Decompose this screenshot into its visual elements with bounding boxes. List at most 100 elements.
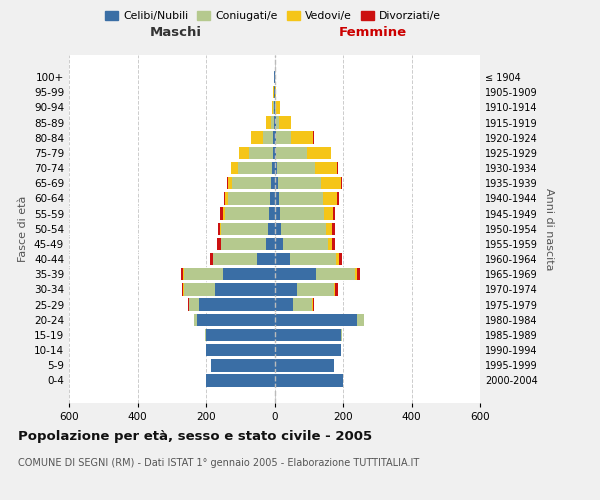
Bar bbox=[336, 253, 339, 266]
Bar bbox=[290, 253, 336, 266]
Text: Femmine: Femmine bbox=[339, 26, 407, 40]
Bar bbox=[273, 146, 275, 159]
Bar bbox=[217, 238, 221, 250]
Bar bbox=[275, 177, 278, 190]
Y-axis label: Anni di nascita: Anni di nascita bbox=[544, 188, 554, 270]
Bar bbox=[323, 192, 337, 204]
Text: COMUNE DI SEGNI (RM) - Dati ISTAT 1° gennaio 2005 - Elaborazione TUTTITALIA.IT: COMUNE DI SEGNI (RM) - Dati ISTAT 1° gen… bbox=[18, 458, 419, 468]
Bar bbox=[269, 208, 275, 220]
Bar bbox=[316, 268, 355, 280]
Bar bbox=[332, 222, 335, 235]
Bar bbox=[275, 374, 343, 386]
Bar bbox=[266, 238, 275, 250]
Bar bbox=[272, 101, 274, 114]
Bar bbox=[291, 132, 313, 144]
Bar bbox=[275, 132, 291, 144]
Y-axis label: Fasce di età: Fasce di età bbox=[19, 196, 28, 262]
Bar bbox=[263, 132, 274, 144]
Bar bbox=[275, 283, 297, 296]
Bar bbox=[337, 162, 338, 174]
Bar bbox=[341, 177, 343, 190]
Bar bbox=[199, 298, 275, 311]
Bar bbox=[335, 283, 338, 296]
Bar bbox=[278, 192, 323, 204]
Bar bbox=[332, 238, 335, 250]
Bar bbox=[275, 314, 356, 326]
Bar bbox=[275, 268, 316, 280]
Bar bbox=[312, 298, 313, 311]
Bar bbox=[278, 177, 321, 190]
Bar bbox=[326, 222, 332, 235]
Bar bbox=[211, 359, 275, 372]
Bar bbox=[275, 192, 278, 204]
Bar bbox=[315, 162, 337, 174]
Bar bbox=[232, 177, 271, 190]
Bar bbox=[337, 192, 338, 204]
Bar bbox=[328, 238, 332, 250]
Bar bbox=[266, 116, 271, 129]
Bar bbox=[184, 268, 223, 280]
Bar bbox=[297, 283, 334, 296]
Bar bbox=[333, 208, 335, 220]
Bar bbox=[272, 162, 275, 174]
Bar bbox=[215, 283, 275, 296]
Bar bbox=[275, 298, 293, 311]
Bar bbox=[275, 208, 280, 220]
Bar bbox=[213, 253, 257, 266]
Bar bbox=[227, 192, 271, 204]
Bar bbox=[275, 101, 276, 114]
Bar bbox=[271, 192, 275, 204]
Bar bbox=[275, 162, 277, 174]
Bar bbox=[275, 146, 276, 159]
Bar bbox=[277, 162, 315, 174]
Bar bbox=[206, 374, 275, 386]
Bar bbox=[313, 132, 314, 144]
Bar bbox=[230, 162, 238, 174]
Bar bbox=[275, 344, 341, 356]
Bar bbox=[334, 283, 335, 296]
Bar bbox=[324, 208, 333, 220]
Bar bbox=[189, 298, 199, 311]
Text: Popolazione per età, sesso e stato civile - 2005: Popolazione per età, sesso e stato civil… bbox=[18, 430, 372, 443]
Bar bbox=[275, 222, 281, 235]
Bar bbox=[274, 116, 275, 129]
Bar bbox=[280, 208, 324, 220]
Bar bbox=[281, 222, 326, 235]
Bar bbox=[249, 146, 273, 159]
Bar bbox=[271, 116, 274, 129]
Bar bbox=[238, 162, 272, 174]
Bar bbox=[210, 253, 212, 266]
Bar bbox=[206, 328, 275, 341]
Bar bbox=[194, 314, 197, 326]
Bar bbox=[221, 238, 266, 250]
Bar bbox=[275, 238, 283, 250]
Bar bbox=[293, 298, 312, 311]
Bar bbox=[225, 208, 269, 220]
Bar bbox=[251, 132, 263, 144]
Bar bbox=[223, 268, 275, 280]
Bar bbox=[307, 146, 331, 159]
Bar bbox=[274, 132, 275, 144]
Bar bbox=[356, 268, 360, 280]
Bar bbox=[356, 314, 364, 326]
Bar bbox=[341, 328, 343, 341]
Bar bbox=[339, 253, 343, 266]
Bar bbox=[181, 268, 184, 280]
Bar bbox=[220, 222, 221, 235]
Bar bbox=[313, 298, 314, 311]
Bar bbox=[275, 86, 276, 99]
Bar bbox=[283, 238, 328, 250]
Bar bbox=[271, 177, 275, 190]
Text: Maschi: Maschi bbox=[150, 26, 202, 40]
Bar bbox=[227, 177, 232, 190]
Bar bbox=[184, 283, 215, 296]
Bar bbox=[268, 222, 275, 235]
Bar bbox=[257, 253, 275, 266]
Bar bbox=[205, 328, 206, 341]
Bar bbox=[239, 146, 249, 159]
Bar bbox=[276, 101, 280, 114]
Bar bbox=[224, 192, 225, 204]
Legend: Celibi/Nubili, Coniugati/e, Vedovi/e, Divorziati/e: Celibi/Nubili, Coniugati/e, Vedovi/e, Di… bbox=[101, 6, 445, 26]
Bar bbox=[218, 222, 220, 235]
Bar bbox=[275, 328, 341, 341]
